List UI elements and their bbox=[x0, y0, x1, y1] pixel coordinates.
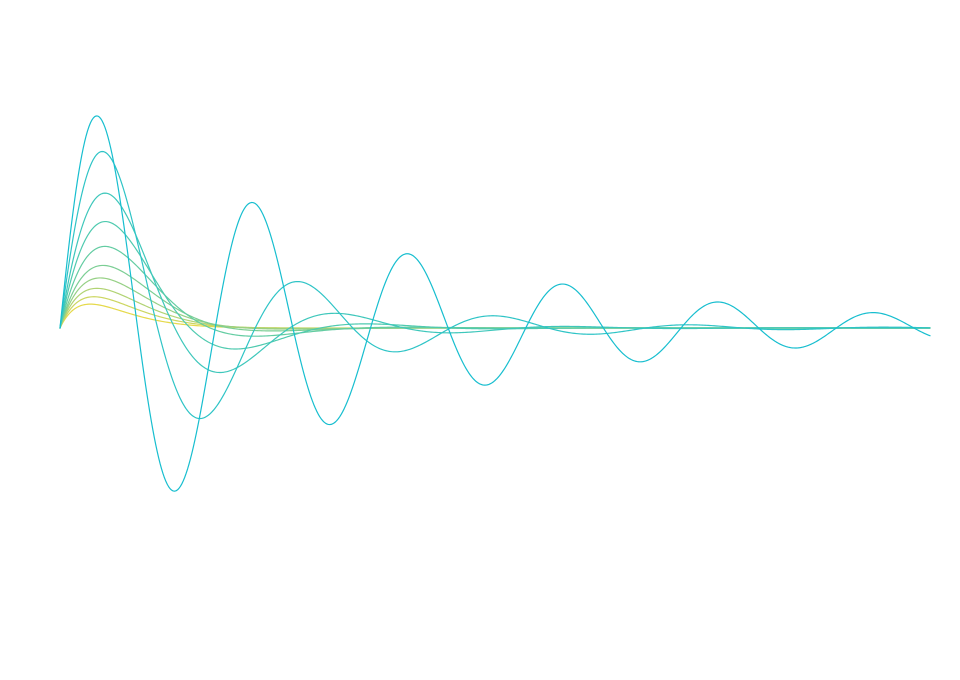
series-line-9 bbox=[59, 296, 931, 329]
series-line-1 bbox=[59, 115, 931, 492]
series-line-2 bbox=[59, 150, 931, 420]
series-group bbox=[59, 115, 931, 492]
series-line-3 bbox=[59, 192, 931, 374]
series-line-8 bbox=[59, 287, 931, 329]
